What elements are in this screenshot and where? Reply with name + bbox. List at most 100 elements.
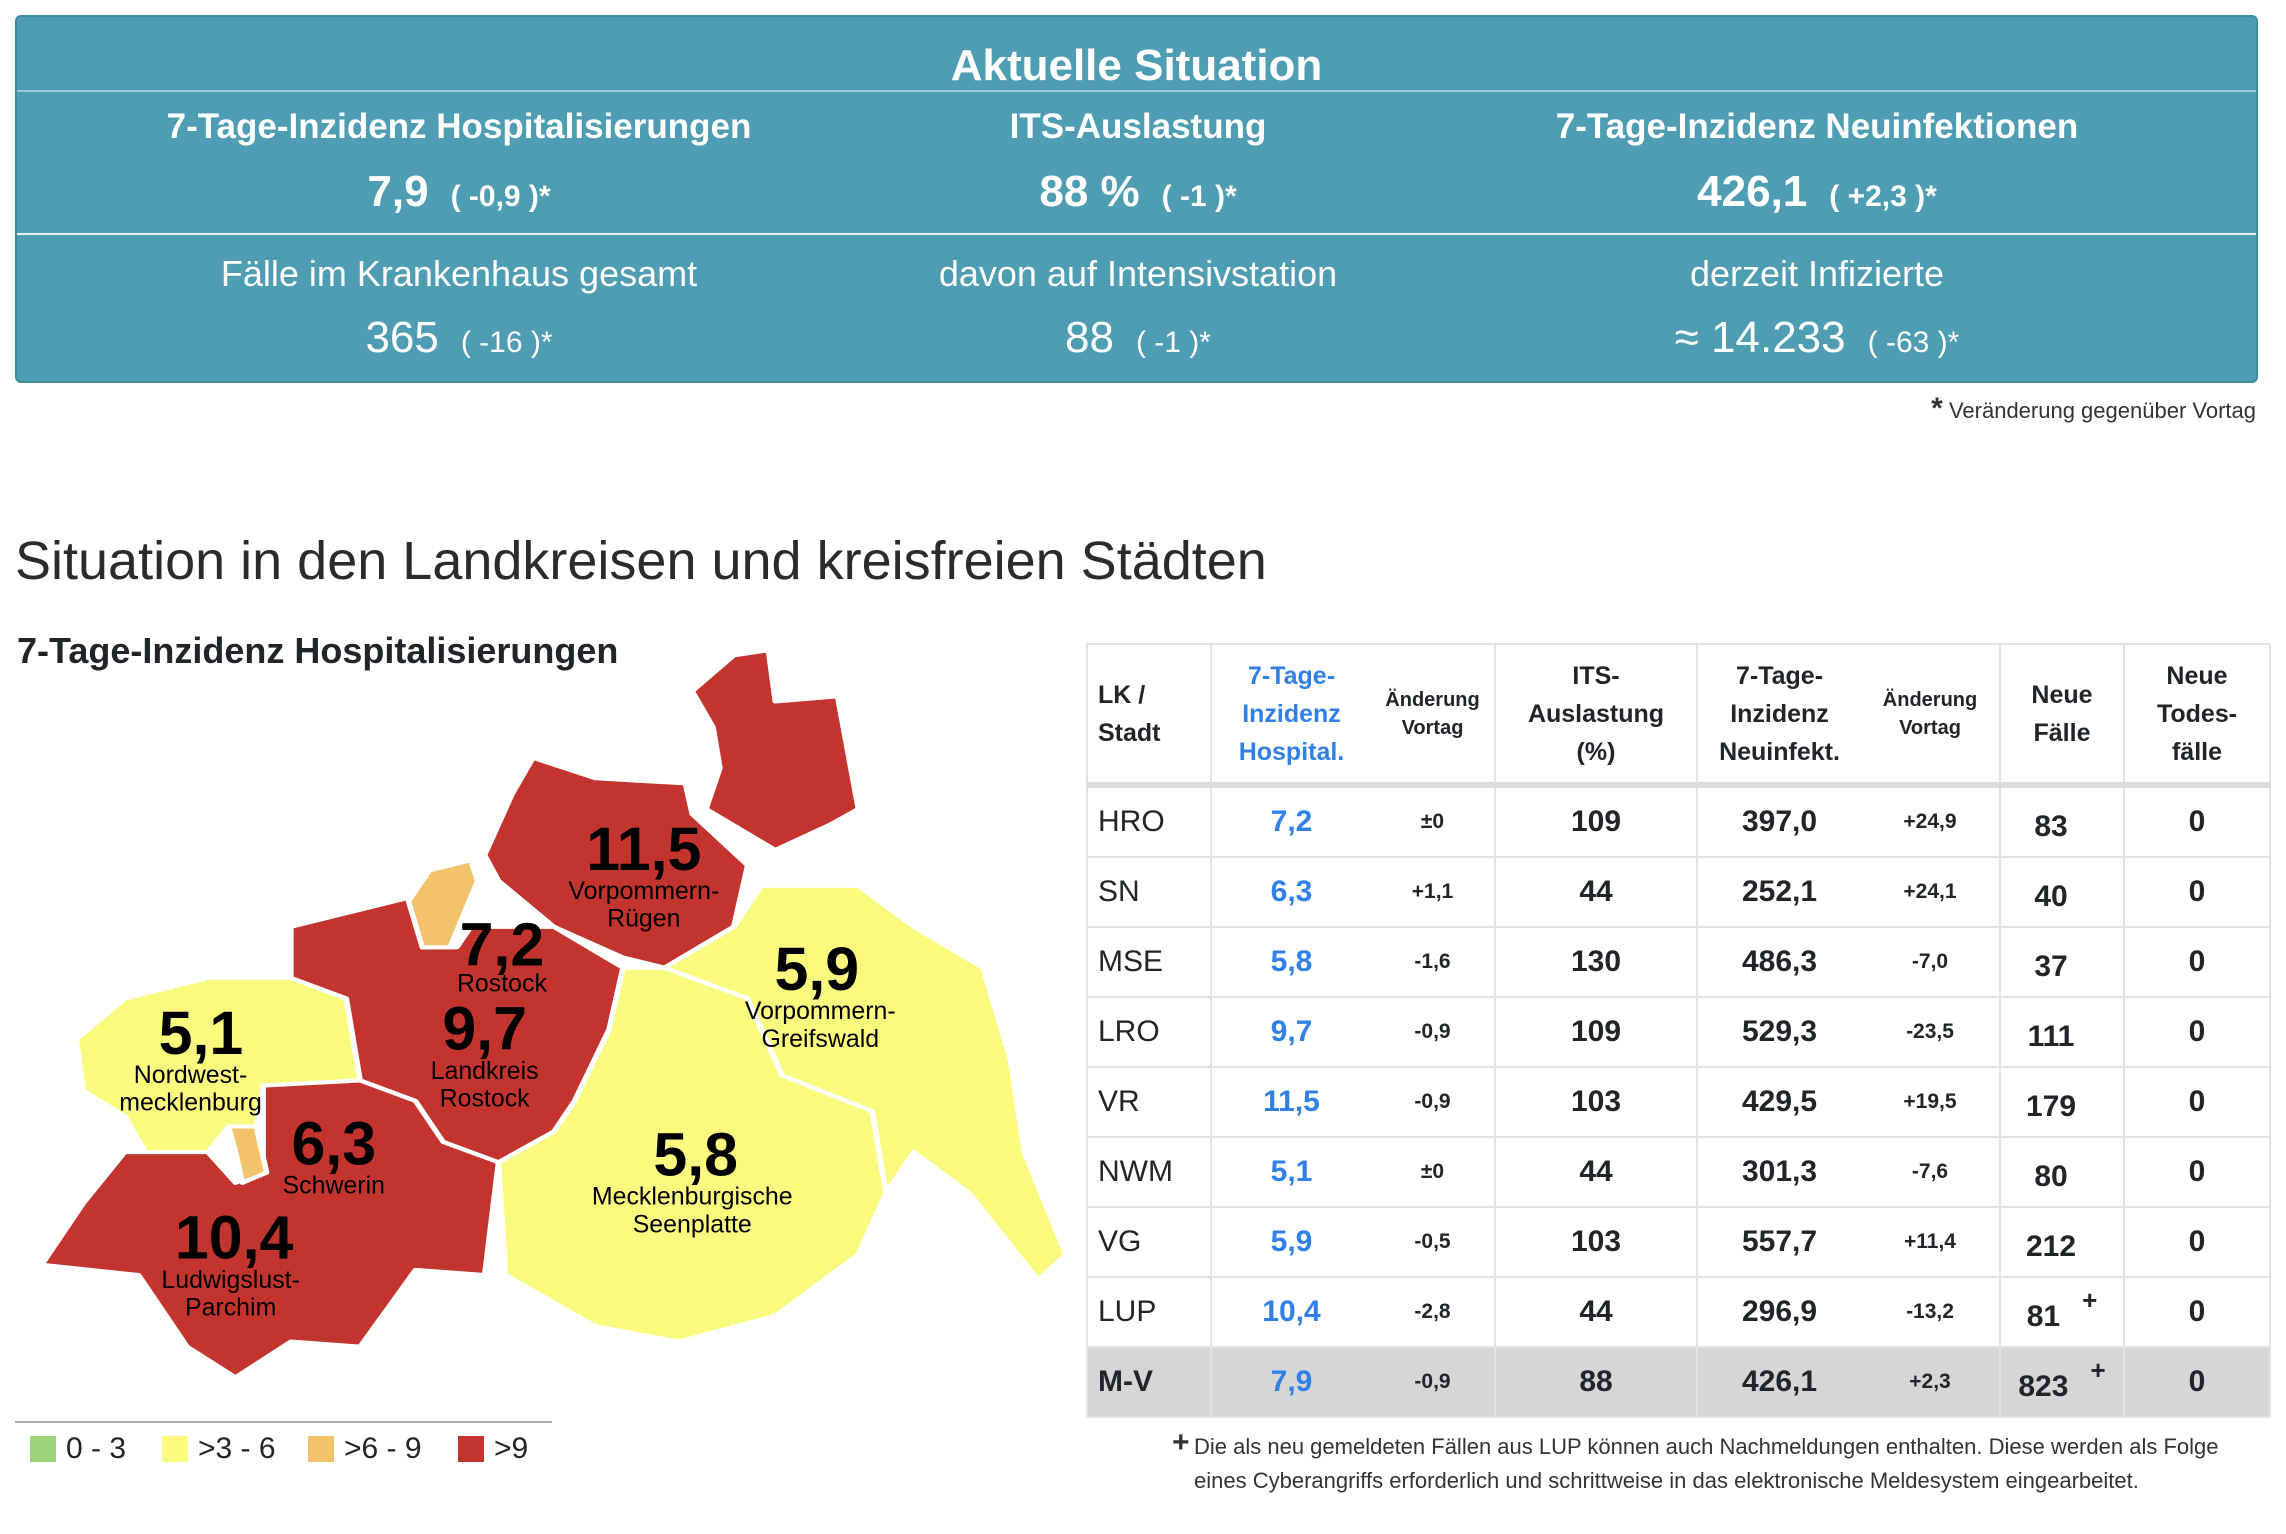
footnote: + Die als neu gemeldeten Fällen aus LUP … xyxy=(1172,1426,2232,1498)
cell-inf-change: +19,5 xyxy=(1861,1066,2001,1138)
cell-hosp-change: -0,9 xyxy=(1371,1346,1496,1418)
cell-new-deaths: 0 xyxy=(2123,996,2271,1068)
cell-new-deaths: 0 xyxy=(2123,1136,2271,1208)
cell-its: 103 xyxy=(1494,1066,1698,1138)
cell-its: 44 xyxy=(1494,1276,1698,1348)
col-inf-incidence[interactable]: 7-Tage- Inzidenz Neuinfekt. xyxy=(1696,643,1861,788)
cell-new-deaths: 0 xyxy=(2123,1066,2271,1138)
stat-change: ( -1 )* xyxy=(1135,326,1211,359)
cell-inf-incidence: 252,1 xyxy=(1696,856,1861,928)
cell-new-cases: 823 + xyxy=(1999,1346,2125,1418)
cell-new-deaths: 0 xyxy=(2123,926,2271,998)
map-value-HRO: 7,2 xyxy=(460,910,545,978)
cell-district: LUP xyxy=(1086,1276,1212,1348)
legend-item: 0 - 3 xyxy=(30,1432,126,1466)
legend-label: >6 - 9 xyxy=(344,1432,422,1465)
cell-new-cases: 37 xyxy=(1999,926,2125,998)
table-row: LRO 9,7 -0,9 109 529,3 -23,5 111 0 xyxy=(1086,996,2271,1068)
map-name-MSE: Mecklenburgische xyxy=(592,1183,793,1211)
col-lk[interactable]: LK / Stadt xyxy=(1086,643,1212,788)
col-hosp-incidence[interactable]: 7-Tage- Inzidenz Hospital. xyxy=(1210,643,1371,788)
cell-inf-incidence: 296,9 xyxy=(1696,1276,1861,1348)
cell-new-deaths: 0 xyxy=(2123,1276,2271,1348)
cell-inf-incidence: 301,3 xyxy=(1696,1136,1861,1208)
note-text: Veränderung gegenüber Vortag xyxy=(1948,398,2256,423)
cell-its: 88 xyxy=(1494,1346,1698,1418)
cell-hosp-change: -2,8 xyxy=(1371,1276,1496,1348)
cell-inf-change: -23,5 xyxy=(1861,996,2001,1068)
legend-item: >6 - 9 xyxy=(308,1432,422,1466)
col-hosp-change[interactable]: Änderung Vortag xyxy=(1371,643,1496,788)
map-name-VG: Vorpommern- xyxy=(745,997,896,1025)
cell-hosp-incidence: 10,4 xyxy=(1210,1276,1371,1348)
current-situation-panel: Aktuelle Situation 7-Tage-Inzidenz Hospi… xyxy=(15,15,2258,383)
cell-inf-incidence: 486,3 xyxy=(1696,926,1861,998)
cell-inf-incidence: 529,3 xyxy=(1696,996,1861,1068)
stat-hospital-cases: Fälle im Krankenhaus gesamt 365 ( -16 )* xyxy=(119,253,799,363)
cell-hosp-incidence: 6,3 xyxy=(1210,856,1371,928)
cell-inf-change: +11,4 xyxy=(1861,1206,2001,1278)
table-row: VG 5,9 -0,5 103 557,7 +11,4 212 0 xyxy=(1086,1206,2271,1278)
map-value-VR: 11,5 xyxy=(586,815,701,883)
cell-inf-change: -7,6 xyxy=(1861,1136,2001,1208)
cell-inf-change: +2,3 xyxy=(1861,1346,2001,1418)
region-HRO[interactable] xyxy=(405,858,481,950)
footnote-marker: + xyxy=(2090,1354,2106,1385)
cell-new-cases: 40 xyxy=(1999,856,2125,928)
stat-value: 426,1 xyxy=(1697,167,1808,216)
cell-inf-change: -13,2 xyxy=(1861,1276,2001,1348)
map-value-LUP: 10,4 xyxy=(175,1204,294,1272)
col-its[interactable]: ITS- Auslastung (%) xyxy=(1494,643,1698,788)
legend-divider xyxy=(15,1421,552,1423)
change-note: * Veränderung gegenüber Vortag xyxy=(1931,392,2256,426)
legend-label: >3 - 6 xyxy=(198,1432,276,1465)
legend-swatch-orange xyxy=(308,1436,334,1462)
col-inf-change[interactable]: Änderung Vortag xyxy=(1861,643,2001,788)
stat-change: ( +2,3 )* xyxy=(1829,180,1937,213)
map-title: 7-Tage-Inzidenz Hospitalisierungen xyxy=(17,630,619,671)
table-row: SN 6,3 +1,1 44 252,1 +24,1 40 0 xyxy=(1086,856,2271,928)
cell-district: M-V xyxy=(1086,1346,1212,1418)
legend-item: >9 xyxy=(458,1432,528,1466)
cell-new-cases: 80 xyxy=(1999,1136,2125,1208)
region-VR-ruegen[interactable] xyxy=(689,648,862,853)
cell-inf-change: -7,0 xyxy=(1861,926,2001,998)
cell-new-cases: 83 xyxy=(1999,784,2125,858)
cell-district: MSE xyxy=(1086,926,1212,998)
stat-icu-cases: davon auf Intensivstation 88 ( -1 )* xyxy=(798,253,1478,363)
col-new-deaths[interactable]: Neue Todes-fälle xyxy=(2123,643,2271,788)
map-value-LRO: 9,7 xyxy=(442,995,527,1063)
cell-hosp-incidence: 5,1 xyxy=(1210,1136,1371,1208)
region-SN[interactable] xyxy=(225,1124,270,1185)
stat-label: 7-Tage-Inzidenz Hospitalisierungen xyxy=(166,107,752,146)
map-name-LRO: Rostock xyxy=(440,1084,531,1112)
table-row-total: M-V 7,9 -0,9 88 426,1 +2,3 823 +0 xyxy=(1086,1346,2271,1418)
cell-district: HRO xyxy=(1086,784,1212,858)
map-name-NWM: mecklenburg xyxy=(119,1089,262,1117)
cell-hosp-incidence: 9,7 xyxy=(1210,996,1371,1068)
col-new-cases[interactable]: Neue Fälle xyxy=(1999,643,2125,788)
divider xyxy=(17,233,2256,235)
region-VG[interactable] xyxy=(661,883,1069,1283)
stat-value: 88 xyxy=(1065,313,1114,362)
stat-change: ( -1 )* xyxy=(1161,180,1237,213)
cell-hosp-change: -0,9 xyxy=(1371,1066,1496,1138)
table-row: LUP 10,4 -2,8 44 296,9 -13,2 81 +0 xyxy=(1086,1276,2271,1348)
stat-value: ≈ 14.233 xyxy=(1674,313,1846,362)
map-name-LRO: Landkreis xyxy=(431,1057,539,1085)
region-NWM[interactable] xyxy=(73,975,363,1155)
map-name-SN: Schwerin xyxy=(283,1172,385,1200)
legend-swatch-yellow xyxy=(162,1436,188,1462)
table-row: NWM 5,1 ±0 44 301,3 -7,6 80 0 xyxy=(1086,1136,2271,1208)
district-table: LK / Stadt 7-Tage- Inzidenz Hospital. Änder… xyxy=(1086,643,2271,1418)
cell-its: 130 xyxy=(1494,926,1698,998)
cell-new-deaths: 0 xyxy=(2123,784,2271,858)
stat-label: 7-Tage-Inzidenz Neuinfektionen xyxy=(1555,107,2079,146)
cell-district: SN xyxy=(1086,856,1212,928)
stat-change: ( -0,9 )* xyxy=(450,180,551,213)
cell-its: 109 xyxy=(1494,996,1698,1068)
panel-title: Aktuelle Situation xyxy=(950,41,1323,90)
cell-inf-incidence: 429,5 xyxy=(1696,1066,1861,1138)
cell-inf-incidence: 557,7 xyxy=(1696,1206,1861,1278)
incidence-map: 11,5 Vorpommern- Rügen 7,2 Rostock 9,7 L… xyxy=(38,648,1069,1380)
